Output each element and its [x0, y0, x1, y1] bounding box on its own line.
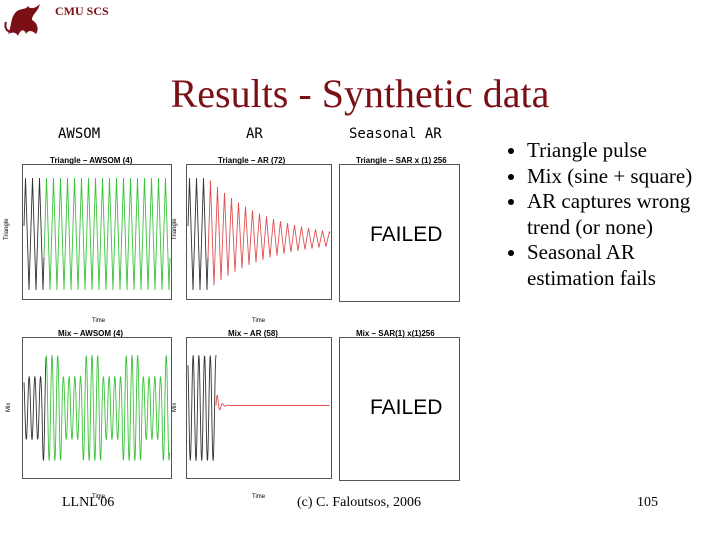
observed-series-line	[23, 357, 47, 462]
bullet-item: Mix (sine + square)	[527, 164, 715, 190]
slide-title: Results - Synthetic data	[170, 71, 550, 116]
forecast-series-line	[43, 177, 171, 291]
page-number: 105	[637, 495, 658, 510]
observed-series-line	[23, 177, 45, 291]
failed-label-mix: FAILED	[370, 396, 443, 419]
forecast-series-line	[45, 354, 171, 462]
observed-series-line	[187, 355, 217, 462]
column-header-ar: AR	[246, 126, 263, 142]
forecast-series-line	[215, 394, 330, 411]
x-axis-label-mix-ar: Time	[252, 494, 266, 500]
footer-venue: LLNL'06	[62, 495, 115, 510]
failed-label-triangle: FAILED	[370, 223, 443, 246]
y-axis-label-triangle-ar: Triangle	[172, 218, 178, 240]
y-axis-label-triangle-awsom: Triangle	[4, 218, 10, 240]
plot-title-triangle-awsom: Triangle – AWSOM (4)	[50, 156, 133, 165]
footer-copyright: (c) C. Faloutsos, 2006	[297, 495, 422, 510]
bullet-item: AR captures wrong trend (or none)	[527, 189, 715, 240]
bullet-item: Triangle pulse	[527, 138, 715, 164]
x-axis-label-mix-awsom: Time	[92, 494, 106, 500]
plot-mix-ar	[186, 337, 332, 479]
plot-triangle-sar: FAILED	[339, 164, 460, 302]
plot-mix-awsom	[22, 337, 172, 479]
forecast-series-line	[207, 180, 331, 286]
y-axis-label-mix-awsom: Mix	[6, 402, 12, 412]
plot-title-mix-sar: Mix – SAR(1) x(1)256	[356, 329, 435, 338]
x-axis-label-triangle-awsom: Time	[92, 318, 106, 324]
header-label: CMU SCS	[55, 4, 109, 18]
observed-series-line	[187, 177, 209, 291]
plot-title-mix-awsom: Mix – AWSOM (4)	[58, 329, 124, 338]
plot-title-triangle-sar: Triangle – SAR x (1) 256	[356, 156, 447, 165]
plot-triangle-awsom	[22, 164, 172, 300]
dragon-logo-icon	[4, 4, 40, 36]
plot-title-mix-ar: Mix – AR (58)	[228, 329, 278, 338]
plot-title-triangle-ar: Triangle – AR (72)	[218, 156, 286, 165]
bullet-list: Triangle pulse Mix (sine + square) AR ca…	[500, 138, 715, 292]
plot-mix-sar: FAILED	[339, 337, 460, 481]
x-axis-label-triangle-ar: Time	[252, 318, 266, 324]
column-header-seasonal-ar: Seasonal AR	[349, 126, 442, 142]
bullet-item: Seasonal AR estimation fails	[527, 240, 715, 291]
y-axis-label-mix-ar: Mix	[172, 402, 178, 412]
plot-triangle-ar	[186, 164, 332, 300]
column-header-awsom: AWSOM	[58, 126, 101, 142]
